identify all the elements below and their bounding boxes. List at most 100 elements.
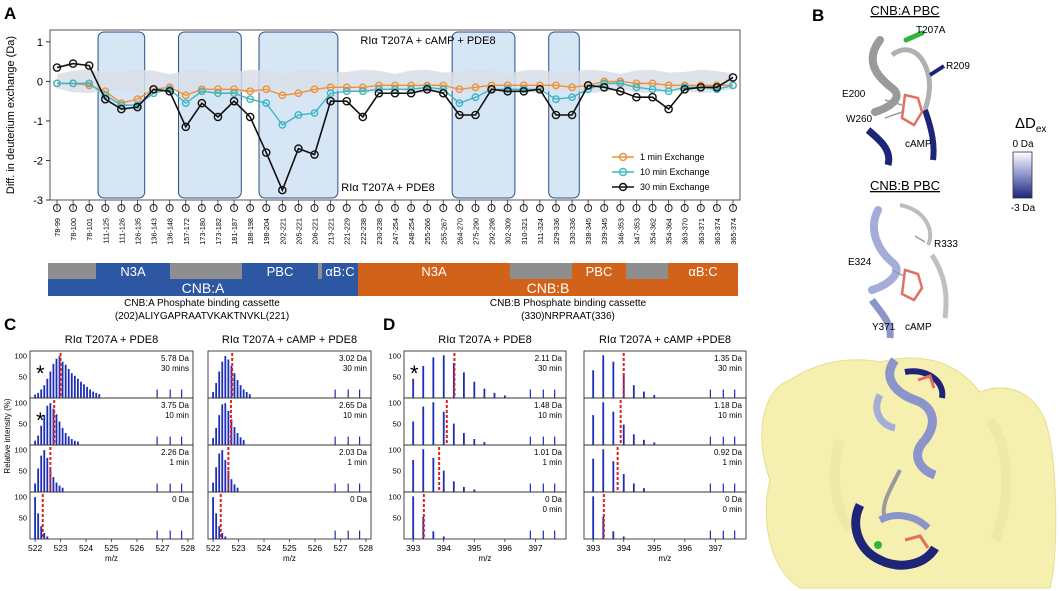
cnb-b-label: CNB:B (527, 280, 570, 296)
data-point (503, 86, 512, 96)
x-tick-marker (616, 204, 625, 212)
data-point (278, 120, 287, 129)
cnb-b-ribbon (868, 203, 949, 339)
x-tick-marker (712, 204, 721, 212)
deuterium-value: 0.92 Da (714, 448, 743, 457)
x-tick-marker (503, 204, 512, 212)
series-lines (52, 59, 738, 195)
x-tick-label: 330-336 (568, 218, 577, 245)
spectra-y-label: Relative intensity (%) (3, 398, 12, 473)
y-axis-label: Diff. in deuterium exchange (Da) (5, 36, 17, 194)
spectrum-row: 50 100 2.26 Da1 min (14, 444, 194, 493)
x-tick-label: 363-370 (681, 218, 690, 245)
data-point (680, 85, 690, 94)
timepoint-label: 0 min (722, 505, 742, 514)
x-tick-label: 136-143 (150, 218, 159, 245)
x-tick-label: 339-345 (600, 218, 609, 245)
x-tick-marker (294, 204, 303, 212)
panel-b-structures: CNB:A PBC T207A R209 E200 W260 cAMP ΔDex… (761, 3, 1057, 589)
data-point (696, 83, 706, 92)
data-point (632, 79, 641, 88)
data-point (552, 95, 560, 104)
x-tick-label: 397 (708, 543, 722, 553)
timepoint-label: 30 min (538, 364, 562, 373)
surface-structure (761, 357, 1057, 589)
label-e324: E324 (848, 257, 872, 268)
x-axis-label: m/z (105, 554, 118, 563)
x-tick-label: 394 (437, 543, 451, 553)
timepoint-label: 10 min (718, 411, 742, 420)
y-tick-label: 100 (14, 398, 27, 407)
data-point (117, 104, 126, 114)
cnb-b-caption-2: (330)NRPRAAT(336) (521, 311, 615, 322)
significance-band-area (57, 69, 733, 94)
plot-frame (49, 29, 741, 201)
data-point (69, 79, 77, 88)
x-tick-marker (600, 204, 609, 212)
x-tick-marker (53, 204, 61, 212)
cnb-a-caption-2: (202)ALIYGAPRAATVKAKTNVKL(221) (115, 311, 289, 322)
data-point (52, 63, 62, 72)
x-tick-label: 522 (28, 543, 42, 553)
domain-block (96, 263, 170, 279)
data-point (455, 110, 464, 120)
domain-label: αB:C (325, 264, 354, 279)
cnb-b-pbc-title: CNB:B PBC (870, 178, 940, 193)
data-point (599, 83, 609, 92)
x-tick-label: 527 (333, 543, 347, 553)
deuterium-value: 3.02 Da (339, 354, 368, 363)
data-point (294, 89, 303, 98)
x-tick-label: 523 (53, 543, 67, 553)
x-tick-label: 255-266 (423, 218, 432, 245)
x-tick-marker (326, 204, 335, 212)
spectra-column-title: RIα T207A + PDE8 (438, 334, 532, 346)
data-point (471, 83, 480, 92)
panel-d-label: D (383, 315, 395, 334)
x-tick-label: 247-254 (391, 218, 400, 245)
x-tick-label: 394 (617, 543, 631, 553)
data-point (551, 110, 561, 120)
x-tick-marker (551, 204, 560, 212)
y-tick-label: -1 (33, 116, 43, 128)
deuterium-value: 2.65 Da (339, 401, 368, 410)
data-point (407, 81, 415, 90)
data-point (439, 81, 448, 90)
label-camp-b: cAMP (905, 322, 932, 333)
data-point (245, 112, 255, 122)
x-tick-marker (69, 204, 78, 212)
timepoint-label: 10 min (343, 411, 367, 420)
domain-label: PBC (267, 264, 294, 279)
spectrum-frame (403, 491, 567, 540)
domain-label: N3A (120, 264, 146, 279)
domain-block (322, 263, 358, 279)
x-tick-label: 111-126 (117, 218, 126, 244)
x-axis-tick-labels: 78-99 78-100 78-101 111-125 111-126 126-135 13… (53, 200, 738, 245)
data-point (375, 81, 383, 90)
data-point (294, 144, 303, 153)
deuterium-value: 2.26 Da (161, 448, 190, 457)
x-tick-label: 396 (498, 543, 512, 553)
data-point (632, 92, 641, 102)
data-point (648, 92, 657, 102)
domain-label: αB:C (688, 264, 717, 279)
x-tick-marker (133, 204, 142, 212)
x-tick-label: 329-336 (552, 218, 561, 245)
deuterium-value: 1.18 Da (714, 401, 743, 410)
data-point (326, 89, 335, 98)
data-point (455, 99, 464, 108)
x-axis-label: m/z (283, 554, 296, 563)
deuterium-value: 1.01 Da (534, 448, 563, 457)
cnb-a-pbc-title: CNB:A PBC (870, 3, 939, 18)
label-r209: R209 (946, 61, 970, 72)
x-tick-label: 206-221 (311, 218, 320, 245)
data-point (567, 110, 577, 120)
spectra-column-title: RIα T207A + PDE8 (65, 334, 159, 346)
x-tick-label: 181-187 (230, 218, 239, 245)
x-tick-label: 275-290 (471, 218, 480, 245)
x-axis-label: m/z (479, 554, 492, 563)
legend-marker (618, 182, 628, 192)
